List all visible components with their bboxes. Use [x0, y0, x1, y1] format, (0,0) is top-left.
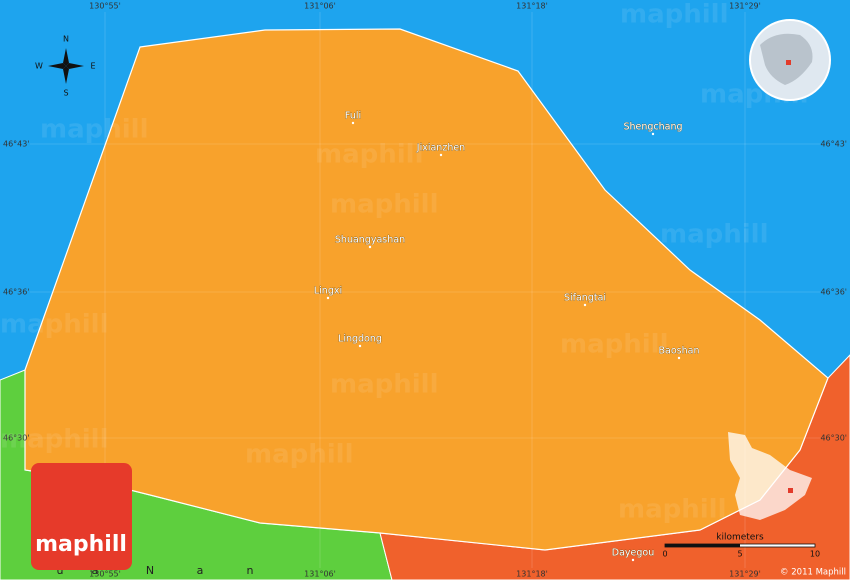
place-dot — [351, 121, 355, 125]
compass-s: S — [63, 89, 68, 98]
longitude-label: 131°06' — [304, 570, 336, 579]
scale-tick: 10 — [810, 550, 820, 559]
region-letter: n — [247, 564, 254, 577]
place-label: Lingxi — [314, 286, 342, 297]
latitude-label: 46°43' — [820, 140, 847, 149]
copyright: © 2011 Maphill — [780, 568, 846, 578]
place-dot — [677, 356, 681, 360]
globe — [749, 19, 831, 101]
compass: N S E W — [35, 35, 95, 98]
place-label: Shuangyashan — [335, 235, 405, 246]
compass-e: E — [90, 62, 95, 71]
longitude-label: 131°18' — [516, 570, 548, 579]
place-label: Jixianzhen — [416, 143, 465, 154]
place-dot — [583, 303, 587, 307]
place-dot — [358, 344, 362, 348]
place-dot — [439, 153, 443, 157]
places: Fuli Jixianzhen Shengchang Shuangyashan Ling… — [314, 110, 700, 562]
watermark: maphill — [315, 140, 424, 170]
longitude-label: 131°18' — [516, 2, 548, 11]
compass-n: N — [63, 35, 69, 44]
longitude-label: 130°55' — [89, 570, 121, 579]
place-dot — [651, 132, 655, 136]
longitude-label: 130°55' — [89, 2, 121, 11]
watermarks: maphill maphill maphill maphill maphill maphi… — [0, 0, 809, 525]
latitude-label: 46°43' — [3, 140, 30, 149]
scale-tick: 5 — [737, 550, 742, 559]
latitude-label: 46°36' — [820, 288, 847, 297]
longitude-label: 131°06' — [304, 2, 336, 11]
latitude-label: 46°30' — [3, 434, 30, 443]
place-label: Fuli — [345, 111, 361, 122]
logo: maphill — [31, 463, 132, 570]
scale-tick: 0 — [662, 550, 667, 559]
region-letter: u — [57, 564, 64, 577]
watermark: maphill — [245, 440, 354, 470]
watermark: maphill — [330, 370, 439, 400]
watermark: maphill — [560, 330, 669, 360]
region-letter: N — [146, 564, 154, 577]
compass-w: W — [35, 62, 43, 71]
region-letter: a — [197, 564, 204, 577]
place-label: Sifangtai — [564, 293, 606, 304]
watermark: maphill — [40, 115, 149, 145]
province-inset — [728, 432, 812, 520]
region-letter: a — [92, 564, 99, 577]
watermark: maphill — [0, 310, 109, 340]
watermark: maphill — [660, 220, 769, 250]
logo-text: maphill — [35, 532, 127, 557]
latitude-label: 46°30' — [820, 434, 847, 443]
place-label: Lingdong — [338, 334, 382, 345]
place-label: Shengchang — [623, 122, 682, 133]
place-dot — [368, 245, 372, 249]
watermark: maphill — [0, 425, 109, 455]
locator — [788, 488, 793, 493]
place-label: Baoshan — [659, 346, 700, 357]
latitude-label: 46°36' — [3, 288, 30, 297]
place-label: Dayegou — [612, 548, 654, 559]
longitude-label: 131°29' — [729, 2, 761, 11]
watermark: maphill — [618, 495, 727, 525]
longitude-label: 131°29' — [729, 570, 761, 579]
scale-bar: kilometers 0 5 10 — [662, 533, 820, 559]
place-dot — [631, 558, 635, 562]
place-dot — [326, 296, 330, 300]
scale-unit: kilometers — [716, 533, 764, 543]
watermark: maphill — [620, 0, 729, 30]
watermark: maphill — [330, 190, 439, 220]
